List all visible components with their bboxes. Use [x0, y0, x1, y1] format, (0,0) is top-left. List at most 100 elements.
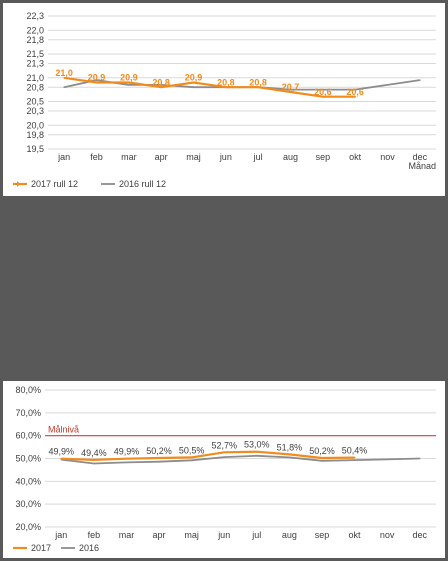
data-label: 20,8	[152, 77, 170, 87]
data-point	[128, 84, 130, 86]
x-tick-label: apr	[155, 152, 168, 162]
series-line-0	[61, 450, 355, 462]
data-label: 20,6	[314, 87, 332, 97]
data-point	[223, 456, 226, 458]
y-tick-label: 21,5	[26, 49, 44, 59]
legend-label-0: 2017 rull 12	[31, 179, 78, 189]
x-tick-label: aug	[282, 530, 297, 540]
data-point	[225, 86, 227, 89]
data-point	[289, 88, 292, 91]
x-tick-label: maj	[184, 530, 199, 540]
data-point	[353, 456, 356, 459]
data-point	[354, 88, 356, 91]
data-point	[321, 457, 323, 459]
y-tick-label: 20,0%	[15, 522, 41, 532]
data-point	[128, 81, 130, 84]
x-tick-label: jun	[217, 530, 230, 540]
data-point	[386, 458, 388, 461]
data-point	[190, 459, 193, 462]
data-label: 50,2%	[309, 446, 335, 456]
y-tick-label: 60,0%	[15, 431, 41, 441]
x-tick-label: jan	[54, 530, 67, 540]
legend-marker-icon	[17, 181, 20, 187]
data-point	[288, 453, 291, 456]
data-point	[354, 95, 356, 98]
data-point	[223, 451, 226, 454]
y-tick-label: 40,0%	[15, 476, 41, 486]
data-label: 21,0	[55, 68, 73, 78]
line-chart-percentage: 80,0% 70,0% 60,0% 50,0% 40,0% 30,0% 20,0% jan fe…	[13, 385, 436, 553]
y-tick-label: 19,5	[26, 144, 44, 154]
data-label: 20,9	[185, 73, 203, 83]
data-label: 49,9%	[49, 447, 75, 457]
data-point	[93, 459, 95, 461]
y-tick-label: 70,0%	[15, 408, 41, 418]
data-label: 20,9	[120, 73, 138, 83]
x-tick-label: aug	[283, 152, 298, 162]
x-tick-label: sep	[316, 152, 331, 162]
series-line-1	[61, 454, 420, 465]
data-point	[190, 456, 193, 459]
data-point	[160, 84, 162, 86]
data-label: 20,8	[217, 77, 235, 87]
data-point	[322, 88, 324, 91]
y-tick-label: 30,0%	[15, 499, 41, 509]
data-label: 52,7%	[211, 440, 237, 450]
data-point	[322, 95, 324, 98]
series-line-0	[64, 76, 356, 98]
x-tick-label: jun	[219, 152, 232, 162]
data-point	[321, 459, 323, 462]
y-tick-label: 50,0%	[15, 454, 41, 464]
y-tick-label: 22,0	[26, 25, 44, 35]
x-tick-label: nov	[380, 530, 395, 540]
y-tick-label: 20,5	[26, 97, 44, 107]
data-point	[192, 86, 195, 89]
chart-panel-percentage: 80,0% 70,0% 60,0% 50,0% 40,0% 30,0% 20,0% jan fe…	[3, 381, 445, 558]
x-tick-label: maj	[186, 152, 201, 162]
data-point	[419, 79, 421, 81]
data-point	[160, 86, 162, 89]
data-point	[288, 456, 291, 459]
data-point	[386, 84, 389, 86]
data-point	[95, 81, 98, 84]
data-point	[255, 454, 258, 457]
data-point	[418, 457, 421, 460]
data-point	[158, 460, 160, 463]
x-tick-label: mar	[121, 152, 137, 162]
x-tick-label: mar	[119, 530, 135, 540]
data-label: 49,4%	[81, 448, 107, 458]
x-tick-label: nov	[380, 152, 395, 162]
data-point	[353, 459, 356, 461]
x-tick-label: jul	[251, 530, 261, 540]
y-tick-label: 21,0	[26, 73, 44, 83]
target-label: Målnivå	[48, 425, 79, 435]
x-tick-label: apr	[153, 530, 166, 540]
x-tick-label: sep	[315, 530, 330, 540]
y-tick-label: 21,3	[26, 59, 44, 69]
data-label: 51,8%	[277, 442, 303, 452]
y-tick-label: 20,3	[26, 106, 44, 116]
data-label: 50,4%	[342, 446, 368, 456]
data-point	[125, 457, 128, 460]
data-label: 20,7	[282, 82, 300, 92]
x-axis-title: Månad	[408, 161, 436, 171]
x-tick-label: feb	[90, 152, 103, 162]
data-point	[257, 86, 259, 89]
x-tick-label: jan	[57, 152, 70, 162]
x-tick-label: dec	[412, 530, 427, 540]
y-tick-label: 20,0	[26, 120, 44, 130]
legend-label-1: 2016 rull 12	[119, 179, 166, 189]
data-point	[192, 81, 195, 84]
line-chart-temperature: 22,322,021,821,521,321,020,820,520,320,0…	[13, 11, 436, 189]
x-tick-label: okt	[349, 152, 362, 162]
data-point	[255, 450, 258, 453]
data-label: 53,0%	[244, 440, 270, 450]
data-point	[95, 79, 98, 81]
data-label: 49,9%	[114, 447, 140, 457]
y-tick-label: 22,3	[26, 11, 44, 21]
data-point	[158, 457, 160, 459]
data-label: 20,8	[249, 77, 267, 87]
data-label: 20,6	[346, 87, 364, 97]
y-tick-label: 20,8	[26, 82, 44, 92]
y-tick-label: 21,8	[26, 35, 44, 45]
